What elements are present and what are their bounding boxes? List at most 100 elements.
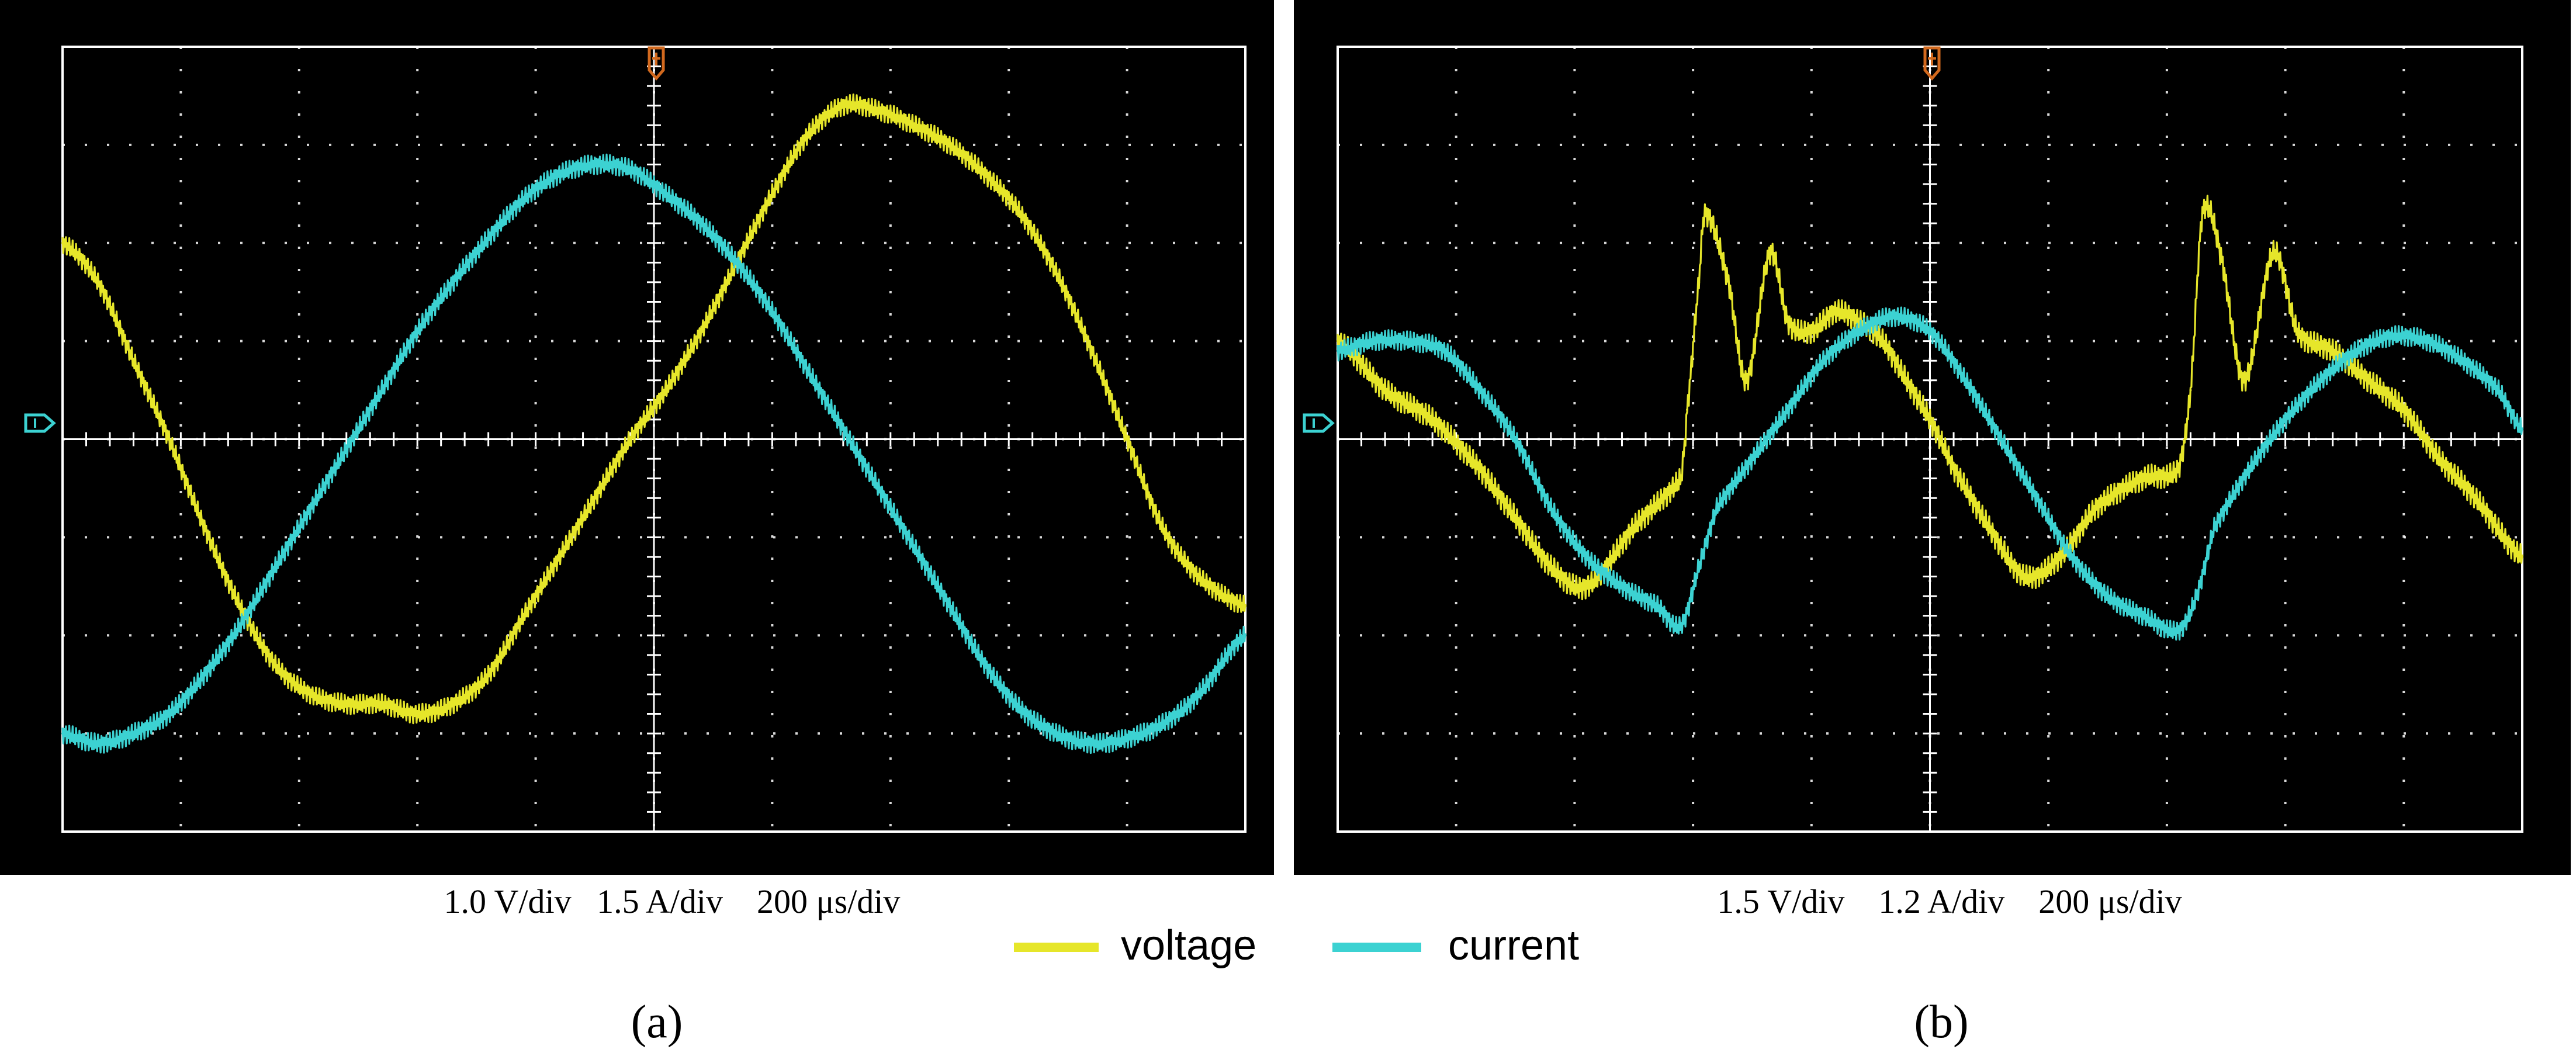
scope-b-voltage-point <box>2094 507 2097 510</box>
scope-b-voltage-point <box>2295 330 2298 333</box>
scope-b-current-point <box>2142 614 2145 617</box>
scope-b-current-trace <box>1337 306 2523 641</box>
scope-b-current-point <box>2177 629 2180 632</box>
scope-a-voltage-point <box>1244 604 1247 607</box>
scope-b-voltage-point <box>2023 575 2026 578</box>
scope-a-current-point <box>416 330 419 333</box>
scope-b-voltage-point <box>1431 418 1434 421</box>
scope-a-current-point <box>1197 693 1200 695</box>
scope-b-current-point <box>2284 418 2287 421</box>
scope-a-traces <box>61 94 1247 754</box>
scope-b-voltage-point <box>1745 379 1748 382</box>
scope-b-grid <box>1337 46 2523 833</box>
scope-b-voltage-point <box>2272 251 2275 254</box>
scope-b-current-point <box>1715 507 1718 510</box>
scope-b-current-point <box>1372 340 1374 342</box>
scope-b-voltage-point <box>1384 389 1387 392</box>
scope-a-current-point <box>522 198 525 200</box>
panel-b-label: (b) <box>1914 996 1968 1048</box>
scope-b-current-point <box>1786 408 1789 411</box>
scope-a-current-point <box>948 604 951 607</box>
scope-b-current-point <box>1698 565 1701 568</box>
scope-b-current-point <box>2213 526 2215 529</box>
scope-a-voltage-point <box>629 438 632 441</box>
scope-b-voltage-point <box>1337 340 1339 342</box>
scope-a-voltage-point <box>877 109 880 112</box>
scope-b-voltage-point <box>1632 526 1635 529</box>
scope-b-voltage-point <box>1479 467 1481 470</box>
scope-a-voltage-point <box>345 702 348 705</box>
scope-b-voltage-point <box>2142 477 2145 480</box>
scope-b-voltage-point <box>1549 565 1552 568</box>
scope-b-current-point <box>1479 389 1481 392</box>
scope-a-current-point <box>877 487 880 490</box>
legend-current-label: current <box>1448 922 1579 969</box>
scope-b-current-point <box>1514 438 1517 441</box>
panel-a-label: (a) <box>631 996 683 1048</box>
scope-b-voltage-point <box>1905 379 1907 382</box>
scope-a-voltage-point <box>487 673 490 676</box>
scope-b-voltage-point <box>1727 281 1730 283</box>
scope-b-current-point <box>2355 349 2358 352</box>
scope-a-voltage-point <box>700 330 702 333</box>
scope-a-scale-text: 1.0 V/div 1.5 A/div 200 μs/div <box>444 882 901 920</box>
scope-b-current-point <box>2426 340 2429 342</box>
scope-a-current-point <box>1161 722 1164 725</box>
scope-b-current-point <box>1751 458 1754 461</box>
scope-a-current-point <box>593 163 596 166</box>
scope-b-current-point <box>1928 330 1931 333</box>
scope-b-current-point <box>1680 624 1682 627</box>
scope-a-current-point <box>1055 732 1058 735</box>
scope-b-voltage-point <box>2521 555 2523 558</box>
scope-b-voltage-point <box>2059 555 2062 558</box>
scope-a-current-point <box>61 732 64 735</box>
scope-a-current-point <box>664 192 667 195</box>
scope-a-voltage-point <box>451 702 454 705</box>
scope-b-current-point <box>1549 507 1552 510</box>
scope-b-voltage-trace <box>1337 195 2523 601</box>
scope-b-voltage-point <box>2331 349 2334 352</box>
scope-a-current-point <box>238 624 241 627</box>
scope-a-voltage-point <box>842 104 844 107</box>
scope-b-voltage-point <box>2402 408 2405 411</box>
scope-a-trigger-marker-icon <box>648 46 665 81</box>
scope-b-voltage-point <box>2473 497 2476 500</box>
scope-a-current-trace <box>61 153 1247 754</box>
scope-a-current-point <box>132 732 135 735</box>
scope-b-voltage-point <box>1857 320 1860 323</box>
scope-b-voltage-point <box>1988 526 1990 529</box>
scope-b-current-point <box>1656 604 1659 607</box>
scope-b-current-point <box>2497 389 2500 392</box>
scope-a-current-point <box>771 310 774 313</box>
scope-a-voltage-point <box>948 143 951 146</box>
scope-b-voltage-point <box>1514 516 1517 519</box>
scope-b-voltage-point <box>1680 477 1682 480</box>
scope-b-voltage-point <box>2189 389 2192 392</box>
scope-b-current-point <box>1407 340 1410 342</box>
scope-b-screen <box>1294 0 2571 875</box>
scope-b-trigger-marker-icon <box>1923 46 1941 81</box>
scope-a-voltage-point <box>380 702 383 705</box>
scope-a-current-point <box>984 663 986 666</box>
scope-b-current-point <box>2000 438 2003 441</box>
scope-b-current-point <box>1337 349 1339 352</box>
scope-a-voltage-point <box>1197 575 1200 578</box>
scope-b-current-point <box>2071 555 2073 558</box>
scope-b-voltage-point <box>2219 251 2222 254</box>
scope-a-current-point <box>1126 737 1128 740</box>
scope-a-current-point <box>203 673 206 676</box>
scope-b-ground-marker-icon <box>1303 413 1335 433</box>
scope-a-current-point <box>913 546 916 549</box>
scope-b-voltage-point <box>1834 310 1837 313</box>
scope-b-voltage-point <box>2242 379 2245 382</box>
scope-b-voltage-point <box>2201 212 2204 215</box>
scope-a-voltage-point <box>203 526 206 529</box>
scope-b-current-point <box>2248 467 2251 470</box>
scope-a-voltage-point <box>310 693 313 695</box>
scope-b-current-point <box>2106 595 2109 598</box>
scope-b-voltage-point <box>1685 408 1688 411</box>
scope-b-voltage-point <box>2177 467 2180 470</box>
scope-a-ground-marker-icon <box>24 413 56 433</box>
scope-b-voltage-point <box>2438 458 2441 461</box>
